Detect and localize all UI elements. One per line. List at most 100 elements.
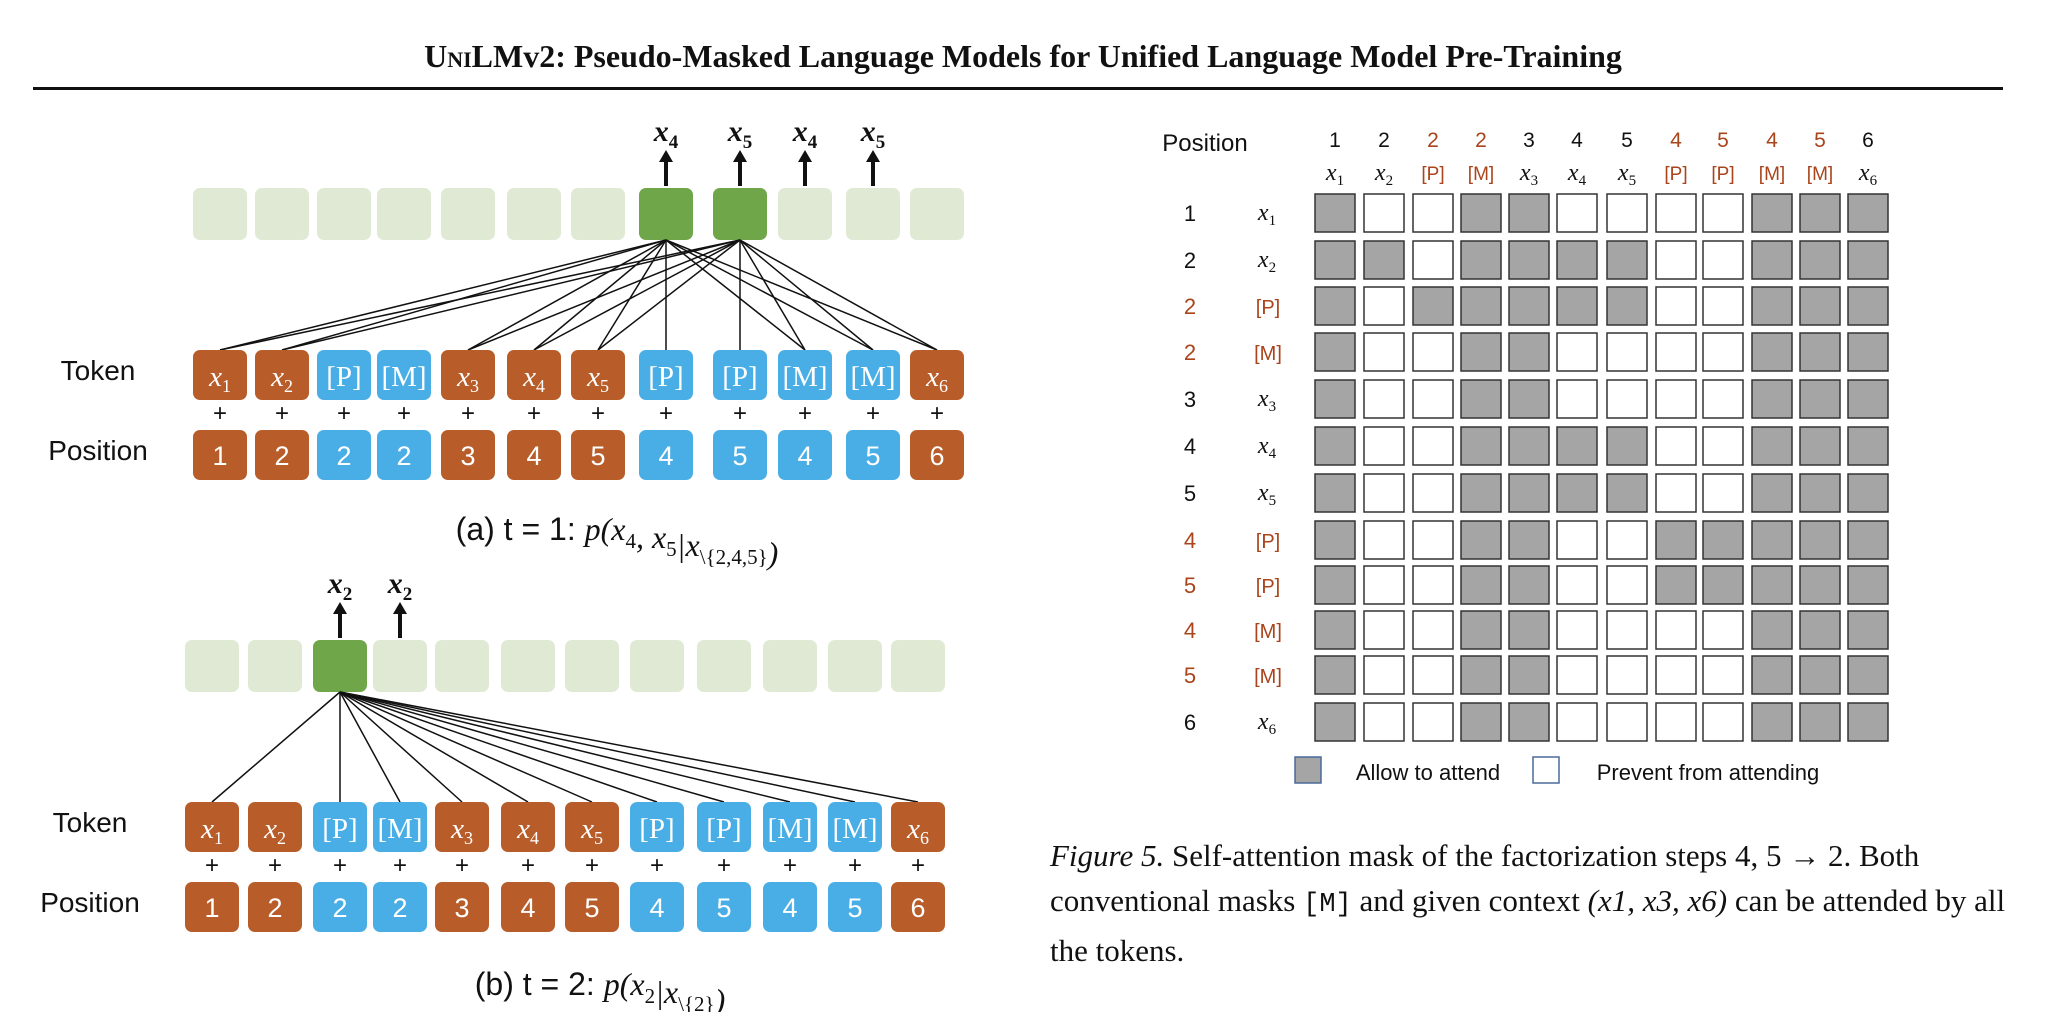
mask-cell (1508, 193, 1550, 233)
mask-cell (1799, 520, 1841, 560)
panel-b-plus-sign: + (333, 852, 347, 879)
mask-cell (1460, 610, 1502, 650)
matrix-row-position: 3 (1184, 387, 1196, 412)
panel-b-attention-line (339, 691, 529, 803)
panel-b-position-box (185, 882, 239, 932)
panel-b-token-box (313, 802, 367, 852)
panel-a-output-box (778, 188, 832, 240)
panel-a-position-box (639, 430, 693, 480)
panel-b-output-box (565, 640, 619, 692)
mask-cell (1314, 655, 1356, 695)
panel-a-plus-sign: + (275, 400, 289, 427)
panel-a-position-label: 5 (732, 441, 747, 471)
panel-b-token-box (185, 802, 239, 852)
mask-cell (1799, 332, 1841, 372)
matrix-col-token: x3 (1519, 160, 1538, 189)
page-header: UniLMv2: Pseudo-Masked Language Models f… (0, 38, 2046, 75)
panel-b-token-label: x5 (580, 813, 603, 848)
matrix-col-position: 4 (1670, 129, 1682, 152)
mask-cell (1460, 240, 1502, 280)
panel-a-output-box (441, 188, 495, 240)
panel-a-output-arrow (659, 150, 673, 186)
mask-cell (1847, 702, 1889, 742)
mask-cell (1751, 702, 1793, 742)
matrix-row-token: x1 (1257, 200, 1276, 229)
panel-a-attention-line (533, 239, 667, 351)
mask-cell (1460, 332, 1502, 372)
panel-b-token-box (763, 802, 817, 852)
matrix-col-token: x4 (1567, 160, 1587, 189)
mask-cell (1847, 520, 1889, 560)
mask-cell (1606, 332, 1648, 372)
mask-cell (1606, 610, 1648, 650)
panel-b-output-arrow (393, 602, 407, 638)
matrix-row-position: 2 (1184, 340, 1196, 365)
mask-cell (1655, 332, 1697, 372)
panel-b-position-box (435, 882, 489, 932)
panel-a-token-box (317, 350, 371, 400)
mask-cell (1655, 520, 1697, 560)
mask-cell (1508, 565, 1550, 605)
mask-cell (1556, 379, 1598, 419)
panel-a-position-box (571, 430, 625, 480)
mask-cell (1655, 473, 1697, 513)
mask-cell (1556, 655, 1598, 695)
panel-b-attention-line (339, 691, 919, 803)
panel-a-attention-line (665, 239, 806, 351)
mask-cell (1556, 426, 1598, 466)
panel-b-plus-sign: + (911, 852, 925, 879)
mask-cell (1412, 520, 1454, 560)
mask-cell (1847, 332, 1889, 372)
panel-b-output-box (891, 640, 945, 692)
panel-a-token-label: x6 (925, 361, 948, 396)
panel-b-token-box (891, 802, 945, 852)
panel-b-plus-sign: + (717, 852, 731, 879)
mask-cell (1799, 473, 1841, 513)
panel-a-plus-sign: + (397, 400, 411, 427)
panel-a-output-label: x5 (860, 115, 886, 153)
matrix-col-token: x6 (1858, 160, 1878, 189)
mask-cell (1363, 655, 1405, 695)
mask-cell (1363, 286, 1405, 326)
mask-cell (1702, 610, 1744, 650)
matrix-col-position: 5 (1717, 129, 1729, 152)
panel-a-token-label: [M] (782, 361, 827, 393)
mask-cell (1412, 610, 1454, 650)
panel-a-token-label: [M] (381, 361, 426, 393)
panel-a-plus-sign: + (337, 400, 351, 427)
panel-a-attention-line (665, 239, 874, 351)
matrix-row-token: x3 (1257, 386, 1276, 415)
matrix-col-position: 5 (1621, 129, 1633, 152)
mask-cell (1460, 426, 1502, 466)
mask-cell (1508, 473, 1550, 513)
panel-a-output-box (193, 188, 247, 240)
panel-a-output-box (713, 188, 767, 240)
panel-a-position-label: 4 (526, 441, 541, 471)
panel-a-token-box (778, 350, 832, 400)
panel-a-output-box (377, 188, 431, 240)
mask-cell (1751, 193, 1793, 233)
mask-cell (1847, 565, 1889, 605)
mask-cell (1799, 286, 1841, 326)
panel-b-position-box (891, 882, 945, 932)
mask-cell (1655, 426, 1697, 466)
panel-b-output-box (313, 640, 367, 692)
panel-a-token-box (846, 350, 900, 400)
mask-cell (1508, 655, 1550, 695)
mask-cell (1556, 286, 1598, 326)
panel-a-attention-line (467, 239, 741, 351)
panel-a-token-box (377, 350, 431, 400)
panel-b-position-label: 4 (782, 893, 797, 923)
panel-a-token-label: [P] (722, 361, 757, 393)
panel-a-position-box (846, 430, 900, 480)
matrix-col-position: 2 (1378, 129, 1390, 152)
matrix-row-position: 5 (1184, 663, 1196, 688)
mask-cell (1363, 379, 1405, 419)
panel-b-plus-sign: + (455, 852, 469, 879)
panel-b-output-box (697, 640, 751, 692)
figure-caption-mono: [M] (1303, 890, 1352, 920)
panel-b-caption: (b) t = 2: p(x2|x\{2}) (475, 966, 725, 1012)
matrix-col-token: [M] (1807, 164, 1833, 185)
mask-cell (1363, 332, 1405, 372)
